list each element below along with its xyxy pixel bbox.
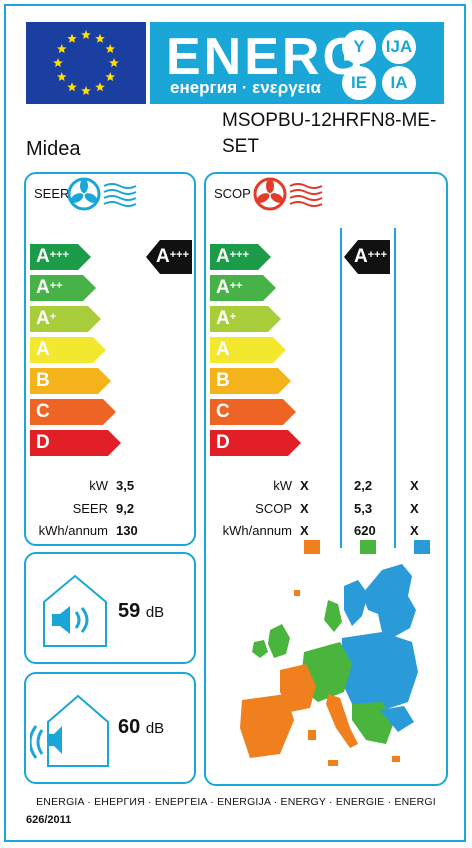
eu-star-icon (105, 44, 115, 53)
cooling-rated-class-label: A+++ (156, 246, 190, 267)
fan-cold-icon (66, 176, 150, 217)
eu-star-icon (53, 58, 63, 67)
indoor-noise-unit: dB (145, 604, 165, 621)
eu-star-icon (67, 82, 77, 92)
footer-languages: ENERGIA · ЕНЕРГИЯ · ΕΝΕΡΓΕΙΑ · ENERGIJA … (36, 796, 436, 808)
cooling-class-bar-4: B (30, 368, 112, 394)
heating-row-label-1: SCOP (255, 501, 292, 516)
cooling-row-value-2: 130 (116, 523, 138, 538)
eu-star-icon (67, 33, 77, 43)
heating-row-label-2: kWh/annum (222, 523, 292, 538)
cooling-class-bar-0: A+++ (30, 244, 92, 270)
eu-star-icon (105, 72, 115, 81)
cooling-class-bar-3: A (30, 337, 107, 363)
heating-class-bar-2: A+ (210, 306, 282, 332)
cooling-class-label-3: A (36, 339, 50, 360)
seer-title: SEER (34, 186, 70, 201)
cooling-row-value-1: 9,2 (116, 501, 135, 516)
heating-class-label-0: A+++ (216, 246, 250, 267)
heating-class-bar-3: A (210, 337, 287, 363)
heating-class-bar-0: A+++ (210, 244, 272, 270)
outdoor-house-speaker-icon (28, 692, 110, 777)
cooling-rated-class-arrow: A+++ (146, 240, 192, 279)
heating-row-label-0: kW (273, 478, 292, 493)
indoor-noise-number: 59 (118, 600, 141, 622)
lang-badge-ija: IJA (382, 30, 416, 64)
heating-class-label-3: A (216, 339, 230, 360)
fan-heat-icon (252, 176, 336, 217)
heating-row-1-col-0: X (300, 501, 309, 516)
cooling-row-value-0: 3,5 (116, 478, 135, 493)
lang-badge-ie: IE (342, 66, 376, 100)
eu-star-icon (109, 58, 119, 67)
label-frame (4, 4, 466, 842)
cooling-class-label-5: C (36, 401, 50, 422)
heating-class-bar-1: A++ (210, 275, 277, 301)
cooling-class-bar-2: A+ (30, 306, 102, 332)
lang-badge-ia: IA (382, 66, 416, 100)
heating-row-2-col-1: 620 (354, 523, 376, 538)
cooling-class-label-1: A++ (36, 277, 63, 298)
heating-row-0-col-1: 2,2 (354, 478, 373, 493)
scop-title: SCOP (214, 186, 251, 201)
heating-class-bar-4: B (210, 368, 292, 394)
cooling-row-label-1: SEER (72, 501, 108, 516)
eu-star-icon (81, 30, 91, 39)
eu-star-icon (57, 72, 67, 81)
regulation-number: 626/2011 (26, 814, 72, 826)
eu-star-icon (95, 33, 105, 43)
heating-column-divider-2 (394, 228, 396, 548)
lang-badge-y: Y (342, 30, 376, 64)
energy-word: ENERG (166, 28, 366, 86)
heating-class-bar-6: D (210, 430, 302, 456)
indoor-noise-value: 59 dB (118, 600, 164, 623)
heating-row-1-col-1: 5,3 (354, 501, 373, 516)
cooling-class-bar-5: C (30, 399, 117, 425)
heating-class-label-2: A+ (216, 308, 237, 329)
heating-class-bar-5: C (210, 399, 297, 425)
cooling-class-bar-1: A++ (30, 275, 97, 301)
heating-row-2-col-2: X (410, 523, 419, 538)
eu-star-icon (95, 82, 105, 92)
indoor-house-speaker-icon (40, 572, 110, 657)
heating-class-label-1: A++ (216, 277, 243, 298)
heating-class-label-4: B (216, 370, 230, 391)
heating-class-label-6: D (216, 432, 230, 453)
zone-average-swatch (360, 540, 376, 554)
supplier-name: Midea (26, 138, 81, 160)
heating-row-0-col-2: X (410, 478, 419, 493)
heating-rated-class-arrow: A+++ (344, 240, 390, 279)
energy-subtitle: енергия · ενεργεια (170, 78, 321, 97)
europe-climate-map (232, 560, 428, 785)
cooling-row-label-2: kWh/annum (38, 523, 108, 538)
zone-colder-swatch (414, 540, 430, 554)
cooling-class-label-4: B (36, 370, 50, 391)
model-identifier: MSOPBU-12HRFN8-ME-SET (222, 110, 437, 157)
outdoor-noise-unit: dB (145, 720, 165, 737)
outdoor-noise-number: 60 (118, 716, 141, 738)
cooling-class-label-0: A+++ (36, 246, 70, 267)
eu-flag-icon (26, 22, 146, 104)
heating-row-2-col-0: X (300, 523, 309, 538)
heating-rated-class-label: A+++ (354, 246, 388, 267)
eu-star-icon (57, 44, 67, 53)
heating-row-0-col-0: X (300, 478, 309, 493)
cooling-row-label-0: kW (89, 478, 108, 493)
eu-star-icon (81, 86, 91, 95)
cooling-class-label-6: D (36, 432, 50, 453)
heating-row-1-col-2: X (410, 501, 419, 516)
cooling-class-bar-6: D (30, 430, 122, 456)
cooling-class-label-2: A+ (36, 308, 57, 329)
heating-class-label-5: C (216, 401, 230, 422)
outdoor-noise-panel (24, 672, 196, 784)
zone-warmer-swatch (304, 540, 320, 554)
outdoor-noise-value: 60 dB (118, 716, 164, 739)
heating-column-divider-1 (340, 228, 342, 548)
